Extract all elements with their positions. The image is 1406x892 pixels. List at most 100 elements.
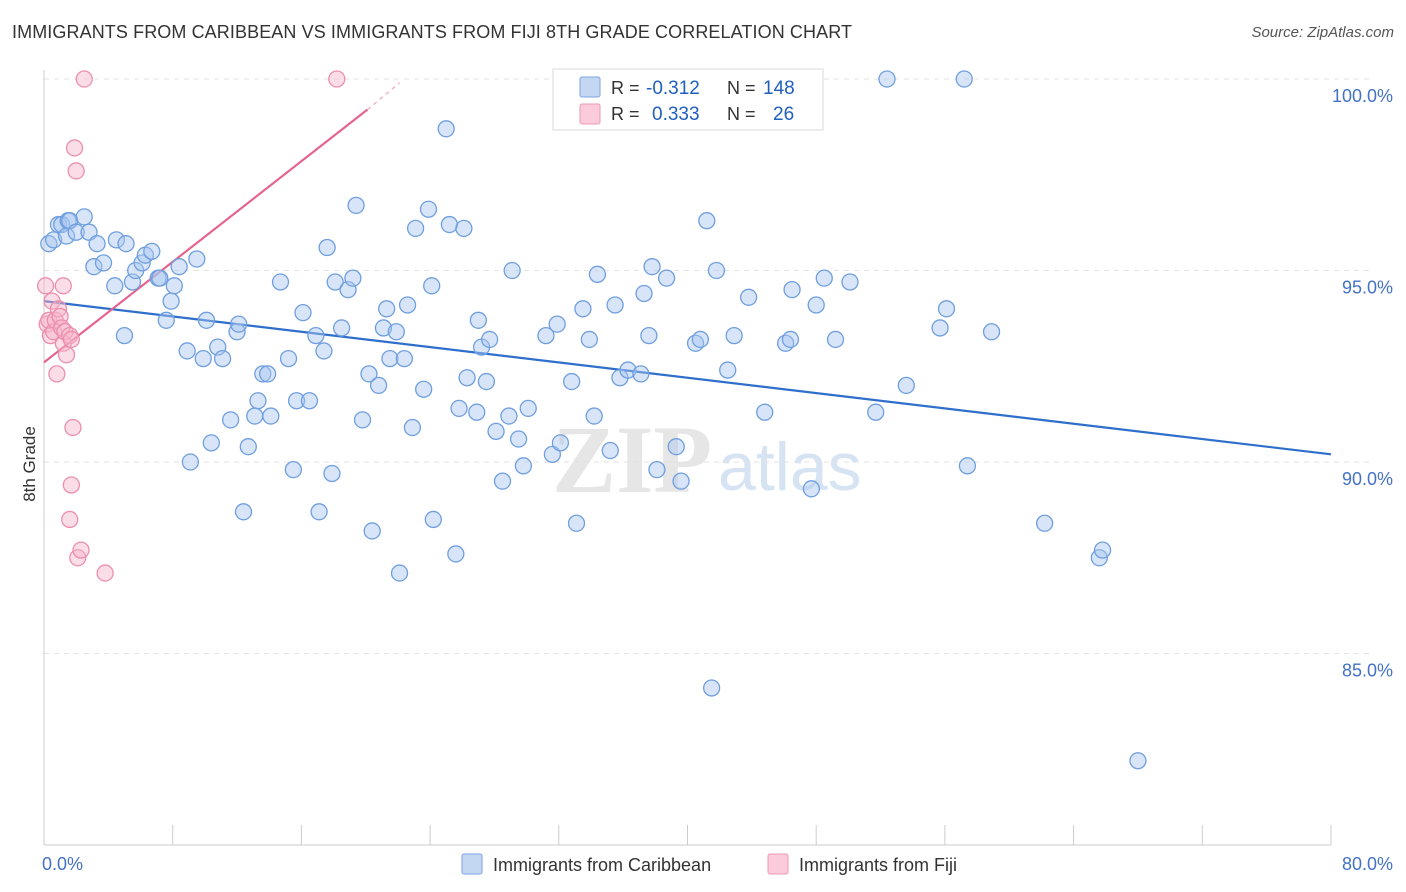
caribbean-point (353, 411, 372, 429)
fiji-point (62, 476, 80, 494)
stats-swatch-caribbean (579, 76, 601, 98)
caribbean-point (106, 277, 124, 295)
fiji-point (65, 139, 84, 157)
caribbean-point (657, 269, 676, 287)
caribbean-point (406, 219, 425, 238)
caribbean-point (450, 399, 468, 418)
caribbean-point (178, 342, 196, 360)
caribbean-point (648, 461, 666, 479)
caribbean-point (88, 235, 106, 253)
caribbean-point (937, 300, 956, 318)
caribbean-point (440, 215, 459, 234)
stats-r-value-caribbean: -0.312 (646, 78, 700, 99)
caribbean-point (580, 330, 599, 349)
caribbean-point (67, 223, 85, 241)
caribbean-point (221, 411, 240, 429)
x-tick-label-min: 0.0% (42, 854, 83, 874)
data-points (36, 70, 1147, 770)
legend-label-caribbean: Immigrants from Caribbean (493, 855, 711, 875)
caribbean-point (756, 403, 774, 421)
caribbean-point (958, 457, 977, 475)
caribbean-point (691, 330, 710, 349)
caribbean-point (841, 273, 859, 291)
caribbean-point (369, 376, 388, 395)
caribbean-point (363, 522, 381, 540)
gridlines (44, 78, 1370, 654)
fiji-point (61, 510, 79, 529)
source-credit: Source: ZipAtlas.com (1251, 24, 1394, 41)
fiji-point (328, 70, 346, 88)
fiji-point (62, 330, 80, 349)
caribbean-point (424, 510, 442, 529)
caribbean-point (468, 403, 486, 421)
caribbean-point (344, 269, 362, 287)
caribbean-point (347, 196, 365, 215)
y-tick-label: 90.0% (1342, 469, 1393, 489)
stats-r-label-fiji: R = (611, 104, 640, 124)
caribbean-trend-line (43, 300, 1332, 456)
caribbean-point (667, 438, 685, 456)
caribbean-point (378, 300, 396, 318)
caribbean-point (374, 319, 393, 337)
caribbean-point (284, 461, 303, 479)
caribbean-point (982, 323, 1001, 341)
caribbean-point (197, 311, 216, 329)
caribbean-point (323, 464, 341, 483)
caribbean-point (537, 326, 555, 345)
caribbean-point (85, 258, 103, 276)
caribbean-point (271, 273, 290, 291)
caribbean-point (878, 70, 896, 88)
caribbean-point (567, 514, 586, 532)
caribbean-point (807, 296, 825, 314)
caribbean-point (931, 319, 949, 337)
caribbean-point (477, 372, 496, 391)
y-tick-label: 85.0% (1342, 661, 1393, 681)
caribbean-point (783, 280, 801, 299)
caribbean-point (781, 330, 800, 349)
caribbean-point (151, 269, 169, 287)
caribbean-point (188, 250, 206, 268)
legend-swatch-caribbean (461, 853, 483, 875)
fiji-point (75, 70, 93, 88)
caribbean-point (632, 365, 650, 383)
chart-title: IMMIGRANTS FROM CARIBBEAN VS IMMIGRANTS … (12, 22, 853, 42)
caribbean-point (509, 430, 528, 448)
caribbean-point (423, 277, 441, 295)
caribbean-point (585, 407, 603, 425)
caribbean-point (455, 219, 473, 238)
caribbean-point (318, 238, 336, 257)
caribbean-point (294, 303, 312, 322)
caribbean-point (707, 261, 726, 280)
caribbean-point (719, 361, 737, 379)
caribbean-point (500, 407, 518, 425)
caribbean-point (332, 319, 351, 337)
caribbean-point (480, 330, 499, 349)
caribbean-point (563, 372, 581, 391)
caribbean-point (381, 349, 399, 368)
watermark-atlas: atlas (718, 429, 862, 505)
caribbean-point (548, 315, 566, 333)
caribbean-point (826, 330, 845, 349)
caribbean-point (955, 70, 973, 88)
caribbean-point (643, 258, 661, 276)
caribbean-point (419, 200, 438, 218)
caribbean-point (815, 269, 833, 287)
caribbean-point (725, 326, 743, 345)
caribbean-point (165, 277, 183, 295)
caribbean-point (802, 480, 821, 498)
caribbean-point (162, 292, 180, 310)
fiji-trend-extension (366, 82, 401, 111)
caribbean-point (493, 472, 512, 490)
stats-legend: R = -0.312 N = 148 R = 0.333 N = 26 (552, 68, 824, 131)
caribbean-point (867, 403, 885, 421)
caribbean-point (588, 265, 607, 283)
caribbean-point (415, 380, 433, 398)
series-legend: Immigrants from Caribbean Immigrants fro… (461, 853, 957, 875)
caribbean-point (360, 365, 378, 383)
stats-r-label-caribbean: R = (611, 78, 640, 98)
caribbean-point (157, 311, 175, 329)
caribbean-point (606, 296, 624, 314)
caribbean-point (239, 438, 257, 456)
caribbean-point (519, 399, 537, 418)
fiji-point (54, 277, 72, 295)
